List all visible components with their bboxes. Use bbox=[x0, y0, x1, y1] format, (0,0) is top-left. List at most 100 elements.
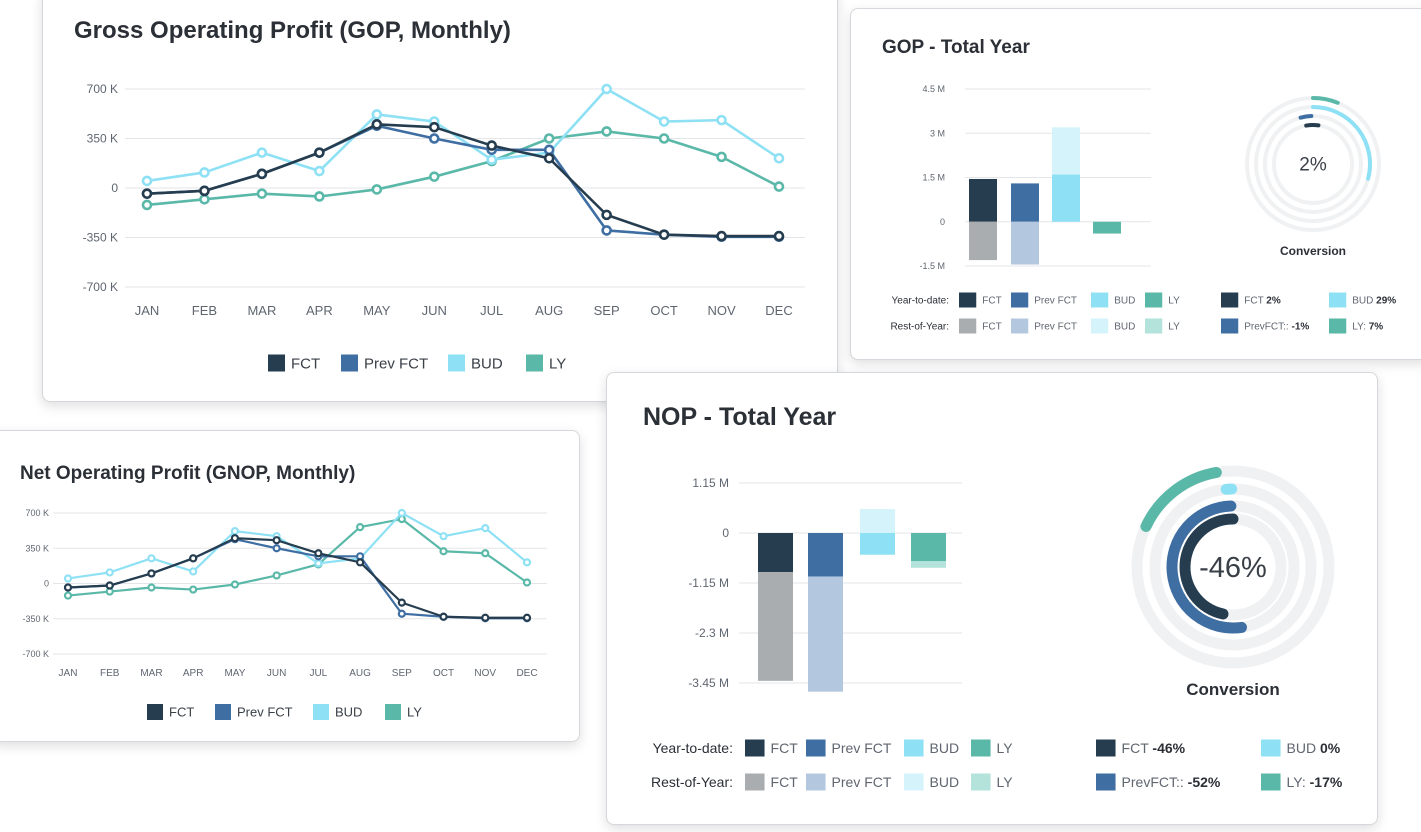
nop-total-bar-chart: 1.15 M 0 -1.15 M -2.3 M -3.45 M -46% Conversio… bbox=[651, 465, 1343, 791]
data-point-bud bbox=[439, 532, 448, 541]
kpi-value-ly: 7% bbox=[1369, 322, 1384, 333]
bar-rest-bud bbox=[1052, 127, 1080, 175]
kpi-label-ly: LY: 7% bbox=[1352, 322, 1383, 333]
bar-rest-ly bbox=[911, 561, 946, 568]
legend-swatch-ytd-bud bbox=[904, 739, 924, 757]
legend-swatch-roy-ly bbox=[971, 773, 991, 791]
legend-swatch-ytd-fct bbox=[745, 739, 765, 757]
legend-swatch-ytd-fct bbox=[959, 292, 977, 308]
data-point-ly bbox=[63, 591, 73, 600]
bar-rest-bud bbox=[860, 509, 895, 533]
y-tick-label: -700 K bbox=[83, 280, 118, 294]
legend-swatch-roy-prev-fct bbox=[1011, 318, 1029, 334]
y-tick-label: 700 K bbox=[25, 508, 49, 518]
x-tick-label: SEP bbox=[594, 303, 620, 318]
kpi-label-ly: LY: -17% bbox=[1287, 774, 1343, 790]
legend-swatch-ytd-prev-fct bbox=[1011, 292, 1029, 308]
kpi-value-bud: 0% bbox=[1320, 740, 1341, 756]
y-tick-label: -700 K bbox=[22, 649, 49, 659]
data-point-bud bbox=[141, 175, 153, 187]
kpi-swatch-bud bbox=[1329, 292, 1347, 308]
y-tick-label: 4.5 M bbox=[922, 84, 945, 94]
data-point-fct bbox=[147, 569, 156, 578]
kpi-label-bud: BUD 29% bbox=[1352, 296, 1396, 307]
data-point-ly bbox=[543, 133, 555, 144]
gop-total-title: GOP - Total Year bbox=[882, 37, 1030, 58]
data-point-bud bbox=[481, 524, 490, 533]
legend-swatch-roy-prev-fct bbox=[806, 773, 826, 791]
y-tick-label: 350 K bbox=[87, 132, 118, 146]
legend-row-label-ytd: Year-to-date: bbox=[892, 296, 949, 307]
series-line-prev-fct bbox=[146, 124, 779, 239]
x-tick-label: MAR bbox=[247, 303, 276, 318]
kpi-value-fct: -46% bbox=[1152, 740, 1185, 756]
x-tick-label: AUG bbox=[535, 303, 563, 318]
kpi-label-bud: BUD 0% bbox=[1287, 740, 1341, 756]
kpi-value-ly: -17% bbox=[1310, 774, 1343, 790]
x-tick-label: FEB bbox=[100, 668, 120, 679]
data-point-fct bbox=[230, 534, 240, 543]
gauge-track bbox=[1131, 465, 1335, 669]
bar-rest-fct bbox=[758, 572, 793, 681]
legend-swatch-ytd-ly bbox=[971, 739, 991, 757]
legend-label-prev-fct: Prev FCT bbox=[237, 705, 293, 720]
x-tick-label: MAY bbox=[224, 668, 245, 679]
bar-rest-fct bbox=[969, 221, 997, 261]
gauge-arc-prev-fct bbox=[1298, 114, 1314, 120]
legend-label-ytd-prev-fct: Prev FCT bbox=[1034, 296, 1077, 307]
y-tick-label: -1.5 M bbox=[919, 261, 945, 271]
legend-label-ytd-fct: FCT bbox=[771, 740, 799, 756]
series-line-fct bbox=[67, 537, 527, 619]
legend-label-ytd-ly: LY bbox=[1168, 296, 1180, 307]
x-tick-label: SEP bbox=[392, 668, 412, 679]
gauge-arc-ly bbox=[1140, 466, 1222, 532]
legend-row-label-roy: Rest-of-Year: bbox=[890, 322, 949, 333]
data-point-bud bbox=[658, 116, 670, 127]
gop-monthly-line-chart: 700 K 350 K 0 -350 K -700 K JAN FEB MAR APR MAY JU… bbox=[83, 82, 805, 372]
legend-swatch-bud bbox=[448, 354, 465, 372]
legend-label-ytd-ly: LY bbox=[997, 740, 1014, 756]
bar-ytd-prev-fct bbox=[1011, 183, 1039, 222]
kpi-swatch-prevfct bbox=[1096, 773, 1116, 791]
y-tick-label: -350 K bbox=[83, 231, 118, 245]
kpi-value-prevfct: -52% bbox=[1188, 774, 1221, 790]
data-point-ly bbox=[141, 199, 153, 211]
y-tick-label: 0 bbox=[940, 217, 945, 227]
data-point-fct bbox=[272, 536, 281, 545]
y-tick-label: 1.5 M bbox=[922, 173, 945, 183]
legend-label-ytd-bud: BUD bbox=[930, 740, 960, 756]
bar-ytd-ly bbox=[1093, 221, 1121, 234]
legend-label-bud: BUD bbox=[335, 705, 362, 720]
bar-ytd-fct bbox=[758, 533, 793, 573]
bar-ytd-bud bbox=[1052, 174, 1080, 222]
legend-swatch-ytd-bud bbox=[1091, 292, 1109, 308]
data-point-ly bbox=[272, 571, 281, 580]
x-tick-label: MAR bbox=[140, 668, 162, 679]
x-tick-label: DEC bbox=[765, 303, 792, 318]
data-point-fct bbox=[314, 549, 323, 558]
legend-label-roy-prev-fct: Prev FCT bbox=[1034, 322, 1077, 333]
data-point-bud bbox=[716, 114, 727, 126]
data-point-ly bbox=[428, 171, 440, 182]
data-point-fct bbox=[63, 583, 73, 592]
legend-swatch-fct bbox=[268, 354, 285, 372]
x-tick-label: NOV bbox=[707, 303, 736, 318]
legend-swatch-bud bbox=[313, 704, 329, 720]
y-tick-label: -2.3 M bbox=[695, 626, 729, 640]
kpi-value-fct: 2% bbox=[1266, 296, 1281, 307]
data-point-fct bbox=[716, 230, 727, 242]
nop-total-card: NOP - Total Year 1.15 M 0 -1.15 M -2.3 M -3.… bbox=[606, 372, 1378, 825]
kpi-swatch-prevfct bbox=[1221, 318, 1239, 334]
data-point-prev-fct bbox=[428, 133, 440, 144]
data-point-ly bbox=[189, 585, 198, 594]
legend-swatch-ytd-prev-fct bbox=[806, 739, 826, 757]
kpi-swatch-ly bbox=[1261, 773, 1281, 791]
data-point-ly bbox=[658, 133, 670, 144]
data-point-bud bbox=[147, 554, 156, 563]
kpi-value-prevfct: -1% bbox=[1291, 322, 1309, 333]
legend-swatch-roy-fct bbox=[959, 318, 977, 334]
legend-swatch-roy-bud bbox=[904, 773, 924, 791]
data-point-bud bbox=[314, 165, 325, 177]
data-point-bud bbox=[63, 574, 73, 583]
x-tick-label: OCT bbox=[650, 303, 678, 318]
